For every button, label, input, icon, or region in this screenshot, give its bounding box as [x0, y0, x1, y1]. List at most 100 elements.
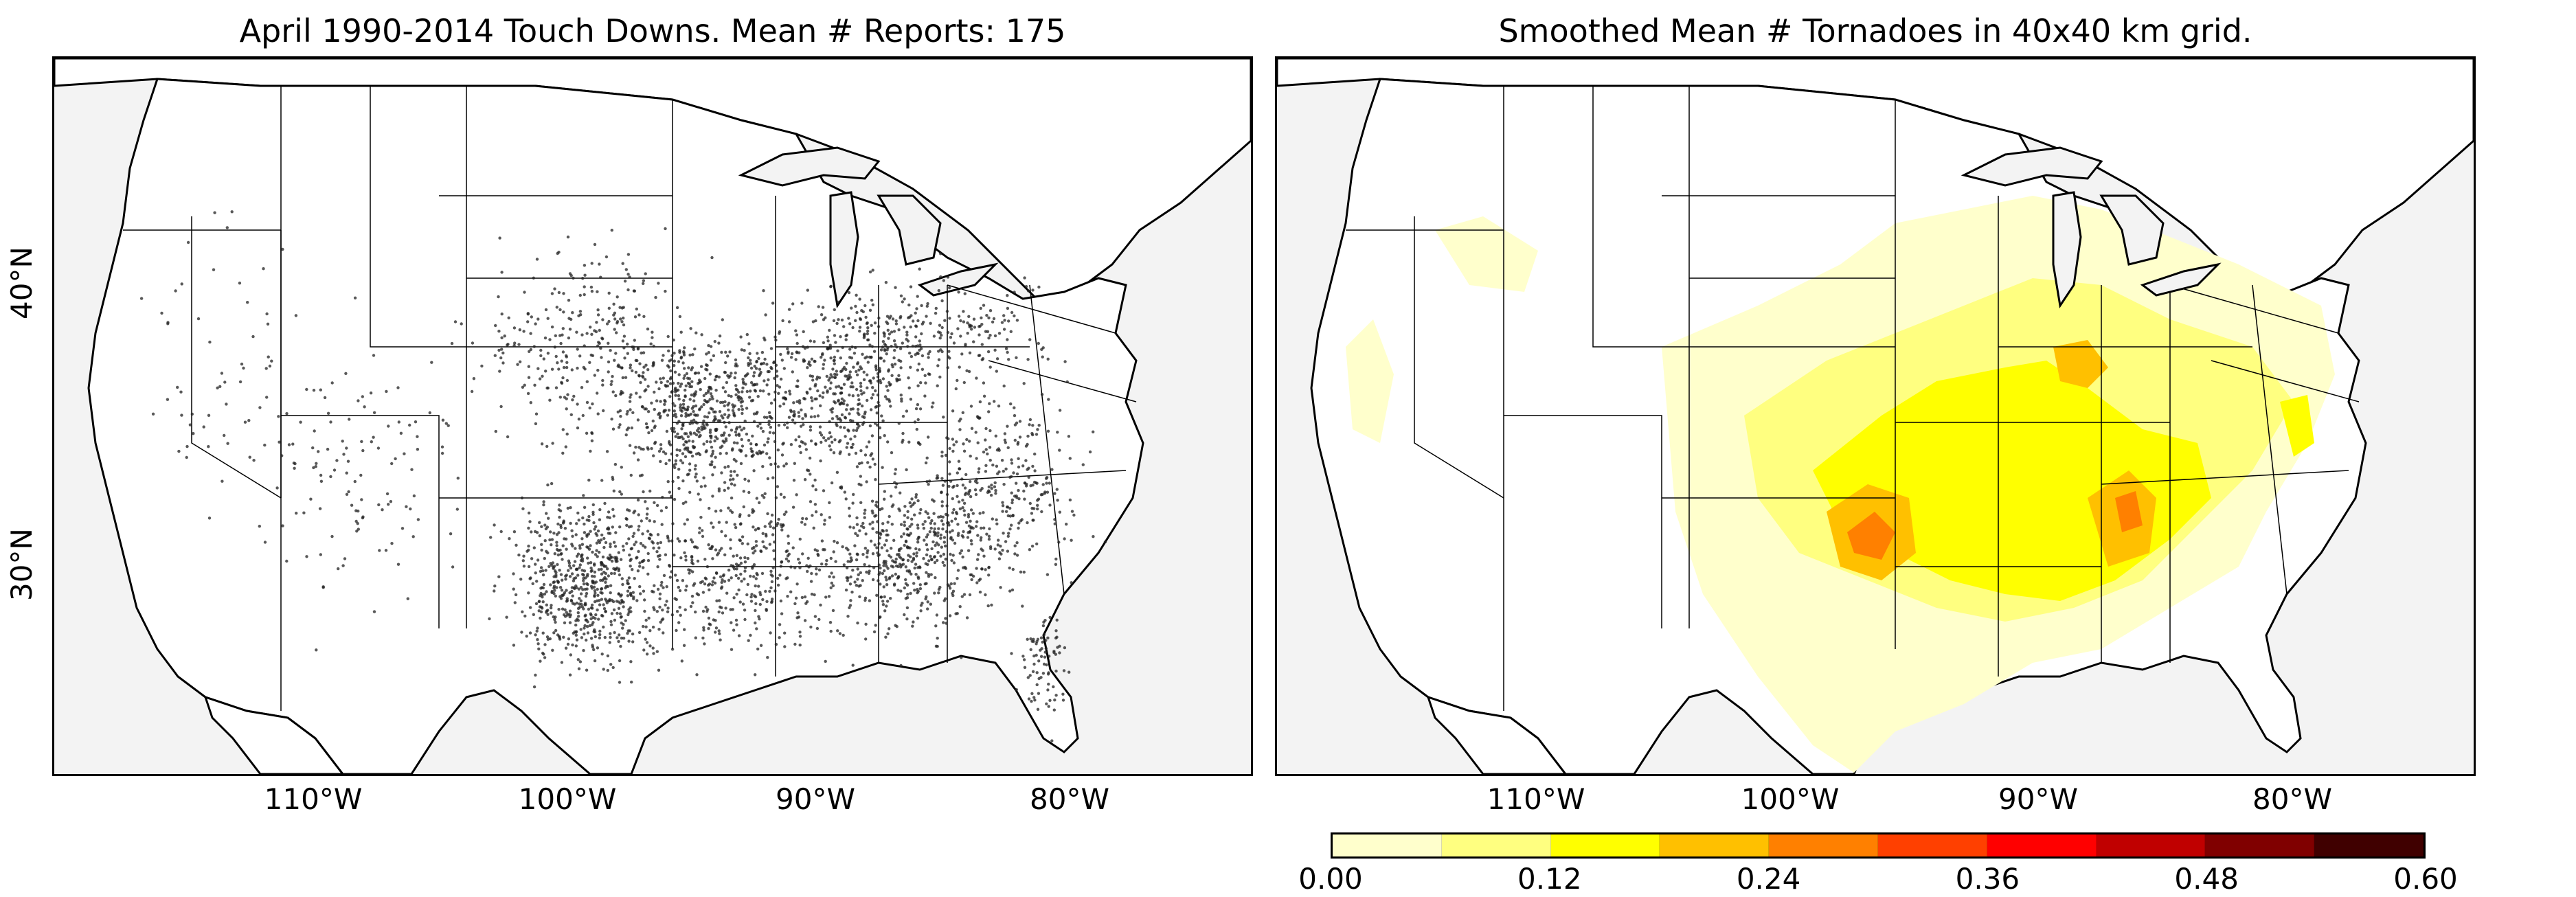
- touchdown-point: [620, 320, 624, 323]
- touchdown-point: [1015, 481, 1018, 485]
- touchdown-point: [685, 372, 689, 376]
- touchdown-point: [872, 376, 875, 380]
- touchdown-point: [840, 402, 844, 405]
- touchdown-point: [888, 381, 891, 385]
- touchdown-point: [612, 567, 615, 571]
- touchdown-point: [718, 419, 722, 422]
- touchdown-point: [978, 354, 982, 357]
- touchdown-point: [680, 409, 683, 413]
- touchdown-point: [930, 558, 934, 562]
- touchdown-point: [868, 465, 872, 469]
- touchdown-point: [743, 569, 747, 573]
- touchdown-point: [552, 567, 555, 570]
- touchdown-point: [727, 433, 731, 437]
- touchdown-point: [759, 362, 763, 366]
- touchdown-point: [835, 415, 839, 418]
- touchdown-point: [796, 611, 800, 615]
- touchdown-point: [671, 381, 675, 385]
- touchdown-point: [600, 567, 603, 571]
- touchdown-point: [751, 565, 754, 569]
- touchdown-point: [608, 516, 611, 519]
- touchdown-point: [797, 411, 800, 414]
- touchdown-point: [570, 529, 574, 532]
- touchdown-point: [518, 328, 521, 332]
- touchdown-point: [527, 365, 530, 368]
- touchdown-point: [609, 632, 612, 635]
- touchdown-point: [723, 553, 727, 556]
- touchdown-point: [754, 367, 758, 370]
- touchdown-point: [263, 541, 267, 544]
- touchdown-point: [618, 306, 622, 309]
- touchdown-point: [692, 418, 696, 422]
- touchdown-point: [569, 566, 573, 570]
- touchdown-point: [369, 391, 373, 395]
- touchdown-point: [822, 391, 825, 395]
- lon-label-100w-right: 100°W: [1741, 782, 1840, 816]
- touchdown-point: [934, 311, 938, 315]
- touchdown-point: [686, 381, 690, 385]
- touchdown-point: [642, 544, 645, 547]
- touchdown-point: [642, 376, 645, 379]
- touchdown-point: [747, 639, 750, 642]
- touchdown-point: [745, 407, 749, 410]
- density-level-1-west: [1346, 319, 1394, 443]
- touchdown-point: [735, 426, 739, 429]
- touchdown-point: [660, 359, 664, 362]
- touchdown-point: [824, 385, 827, 389]
- touchdown-point: [865, 570, 868, 574]
- touchdown-point: [875, 405, 879, 409]
- touchdown-point: [611, 475, 614, 479]
- touchdown-point: [688, 462, 692, 466]
- touchdown-point: [684, 589, 688, 592]
- touchdown-point: [730, 621, 733, 624]
- touchdown-point: [884, 560, 888, 563]
- touchdown-point: [855, 370, 858, 374]
- touchdown-point: [1041, 483, 1045, 486]
- touchdown-point: [881, 571, 885, 576]
- touchdown-point: [741, 378, 745, 381]
- touchdown-point: [1013, 495, 1017, 498]
- touchdown-point: [870, 509, 874, 513]
- touchdown-point: [951, 554, 955, 557]
- touchdown-point: [784, 396, 787, 400]
- touchdown-point: [500, 313, 504, 316]
- touchdown-point: [723, 580, 727, 583]
- touchdown-point: [565, 407, 568, 411]
- touchdown-point: [798, 351, 801, 354]
- touchdown-point: [746, 372, 749, 376]
- touchdown-point: [580, 636, 584, 639]
- touchdown-point: [804, 448, 809, 451]
- touchdown-point: [772, 526, 776, 530]
- touchdown-point: [609, 545, 612, 549]
- touchdown-point: [550, 367, 554, 371]
- touchdown-point: [529, 348, 532, 352]
- touchdown-point: [806, 569, 809, 574]
- touchdown-point: [598, 603, 602, 606]
- touchdown-point: [835, 370, 839, 373]
- touchdown-point: [397, 420, 400, 424]
- lake-huron: [2099, 194, 2165, 266]
- touchdown-point: [625, 523, 629, 527]
- touchdown-point: [671, 402, 675, 405]
- touchdown-point: [534, 602, 539, 606]
- touchdown-point: [901, 558, 905, 562]
- touchdown-point: [733, 523, 736, 526]
- touchdown-point: [746, 582, 749, 587]
- touchdown-point: [940, 350, 944, 354]
- touchdown-point: [796, 379, 800, 383]
- colorbar-segment: [1877, 834, 1987, 856]
- touchdown-point: [577, 519, 580, 522]
- touchdown-point: [718, 334, 722, 338]
- touchdown-point: [890, 495, 893, 498]
- touchdown-point: [1002, 314, 1006, 317]
- touchdown-point: [626, 579, 629, 582]
- touchdown-point: [904, 578, 907, 582]
- touchdown-point: [773, 376, 776, 380]
- touchdown-point: [850, 558, 854, 562]
- touchdown-point: [682, 351, 686, 354]
- touchdown-point: [1047, 398, 1050, 401]
- touchdown-point: [689, 451, 693, 454]
- touchdown-point: [617, 551, 620, 554]
- touchdown-point: [332, 468, 337, 472]
- touchdown-point: [598, 262, 601, 266]
